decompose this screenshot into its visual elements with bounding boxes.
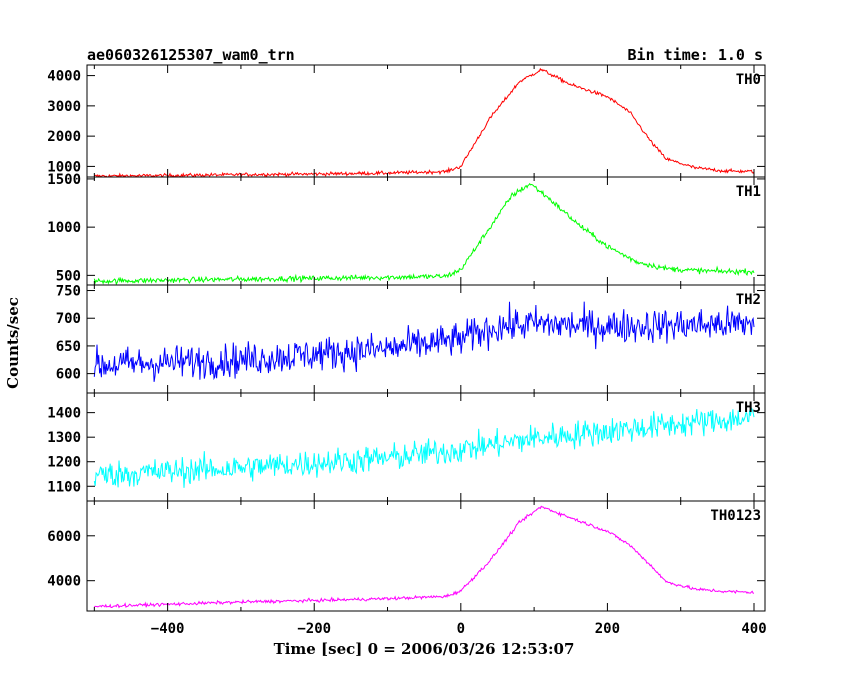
y-axis-label: Counts/sec [4,297,22,389]
series-line-th1 [93,182,755,285]
chart-title-right: Bin time: 1.0 s [628,46,763,64]
panel-frame [86,176,766,286]
y-tick-label: 650 [56,339,81,355]
chart-title-left: ae060326125307_wam0_trn [87,46,295,64]
panel-label-th3: TH3 [736,400,761,416]
y-tick-label: 600 [56,367,81,383]
panel-th3: 1100 1200 1300 1400 TH3 [47,392,766,502]
y-tick-label: 4000 [47,69,81,85]
panel-label-th0: TH0 [736,72,761,88]
series-line-th0 [94,67,755,177]
y-tick-label: 1100 [47,479,81,495]
y-tick-label: 1000 [47,220,81,236]
y-tick-label: 700 [56,311,81,327]
y-tick-label: 6000 [47,529,81,545]
x-axis-label: Time [sec] 0 = 2006/03/26 12:53:07 [274,640,575,658]
x-tick-label: 200 [595,621,620,637]
x-tick-label: 400 [741,621,766,637]
series-line-th2 [93,301,755,382]
panel-frame [86,284,766,394]
panel-frame [86,500,766,612]
y-tick-label: 1000 [47,159,81,175]
panel-label-th1: TH1 [736,184,761,200]
x-tick-label: −400 [151,621,185,637]
panel-th2: 600 650 700 750 TH2 [56,284,766,394]
y-tick-label: 3000 [47,99,81,115]
y-tick-label: 1500 [47,172,81,188]
panel-th0123: 4000 6000 TH0123 [47,500,766,612]
x-axis-ticks: −400 −200 0 200 400 [151,621,767,637]
y-tick-label: 1300 [47,430,81,446]
x-tick-label: 0 [457,621,465,637]
y-tick-label: 4000 [47,574,81,590]
series-line-th3 [93,406,755,488]
y-tick-label: 2000 [47,129,81,145]
panel-frame [86,64,766,178]
y-tick-label: 1400 [47,406,81,422]
panel-th0: 1000 2000 3000 4000 TH0 [47,64,766,178]
series-line-th0123 [94,505,755,609]
panel-label-th0123: TH0123 [710,508,761,524]
y-tick-label: 1200 [47,455,81,471]
panel-label-th2: TH2 [736,292,761,308]
x-tick-label: −200 [297,621,331,637]
y-tick-label: 750 [56,284,81,300]
panel-th1: 500 1000 1500 TH1 [47,172,766,286]
y-tick-label: 500 [56,268,81,284]
